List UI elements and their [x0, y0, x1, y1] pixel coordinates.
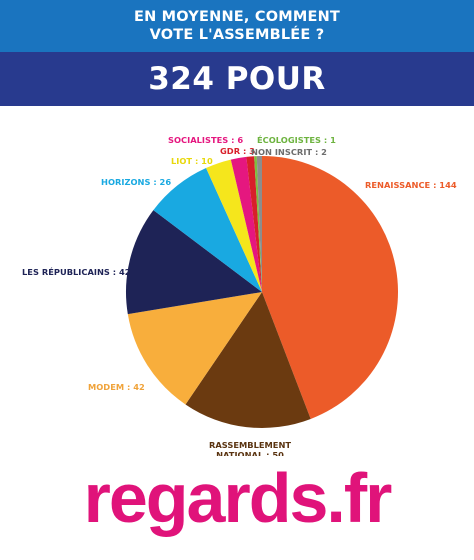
- slice-label: HORIZONS : 26: [101, 177, 171, 187]
- slice-label: SOCIALISTES : 6: [168, 135, 243, 145]
- pie-slice: [262, 156, 398, 419]
- header-line-2: VOTE L'ASSEMBLÉE ?: [149, 27, 325, 43]
- pie-slice: [256, 156, 262, 292]
- pie-slice: [230, 156, 262, 292]
- total-banner: 324 POUR: [0, 52, 474, 106]
- slice-label-line: RASSEMBLEMENT: [209, 440, 291, 450]
- header-line-1: EN MOYENNE, COMMENT: [133, 9, 341, 25]
- slice-label: LES RÉPUBLICAINS : 42: [22, 266, 131, 277]
- header-question: EN MOYENNE, COMMENT VOTE L'ASSEMBLÉE ?: [0, 0, 474, 52]
- slice-label: LIOT : 10: [171, 156, 213, 166]
- pie-slice: [206, 159, 262, 292]
- regards-logo: regards.fr: [0, 448, 474, 548]
- pie-slice: [153, 168, 262, 292]
- slice-label: ÉCOLOGISTES : 1: [257, 134, 336, 145]
- pie-slice: [246, 156, 262, 292]
- banner-title: 324 POUR: [148, 61, 326, 97]
- slice-label: GDR : 3: [220, 146, 255, 156]
- pie-slice: [185, 292, 311, 429]
- slice-label: MODEM : 42: [88, 382, 145, 392]
- logo-text: regards.fr: [83, 459, 393, 537]
- pie-chart: RENAISSANCE : 144 RASSEMBLEMENT NATIONAL :…: [22, 134, 457, 456]
- pie-slice: [254, 156, 262, 292]
- slice-label: RENAISSANCE : 144: [365, 180, 457, 190]
- slice-label: RASSEMBLEMENT NATIONAL : 50: [209, 440, 291, 456]
- pie-slice: [126, 210, 262, 315]
- pie-slice: [127, 292, 262, 405]
- slice-label: NON INSCRIT : 2: [251, 147, 327, 157]
- slice-label-line: NATIONAL : 50: [216, 450, 284, 456]
